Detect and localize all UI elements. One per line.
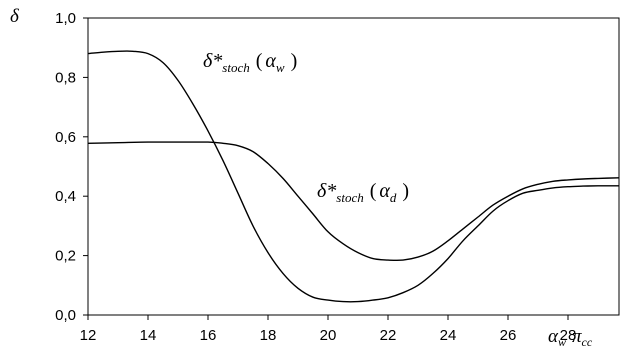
series-label-alpha-w: δ*stoch(αw) [203, 50, 297, 75]
x-tick-label: 22 [380, 327, 397, 344]
x-tick-label: 14 [140, 327, 157, 344]
x-tick-label: 28 [560, 327, 577, 344]
x-tick-labels: 12 14 16 18 20 22 24 26 28 [80, 327, 577, 344]
x-tick-label: 24 [440, 327, 457, 344]
y-tick-label: 0,4 [55, 188, 76, 205]
y-tick-labels: 0,0 0,2 0,4 0,6 0,8 1,0 [55, 10, 76, 324]
y-tick-label: 0,2 [55, 248, 76, 265]
y-tick-label: 0,6 [55, 129, 76, 146]
x-tick-label: 20 [320, 327, 337, 344]
x-tick-label: 12 [80, 327, 97, 344]
y-tick-label: 0,0 [55, 307, 76, 324]
x-tick-label: 18 [260, 327, 277, 344]
plot-area [87, 17, 620, 316]
axis-ticks [83, 17, 569, 320]
y-tick-label: 1,0 [55, 10, 76, 27]
x-tick-label: 26 [500, 327, 517, 344]
y-tick-label: 0,8 [55, 69, 76, 86]
series-lines [87, 50, 620, 303]
y-axis-label: δ [10, 6, 20, 27]
series-label-alpha-d: δ*stoch(αd) [317, 180, 409, 205]
series-line-alpha-d [87, 141, 620, 262]
x-tick-label: 16 [200, 327, 217, 344]
series-line-alpha-w [87, 50, 619, 303]
x-axis-label: αw πcc [548, 326, 593, 349]
